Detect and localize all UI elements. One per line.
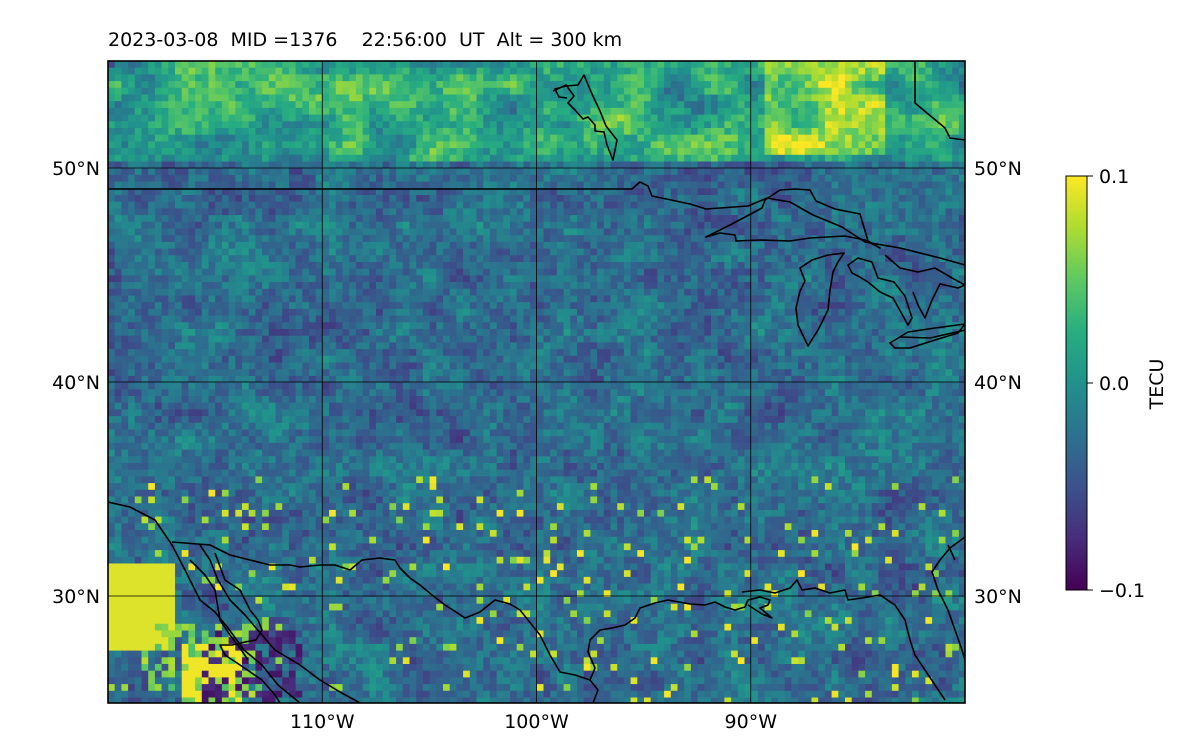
graticule bbox=[108, 61, 965, 703]
axis-labels: 50°N 50°N 40°N 40°N 30°N 30°N 110°W 100°W 90°W bbox=[52, 158, 1022, 733]
lat-tick-label-right: 40°N bbox=[974, 372, 1022, 394]
florida-coast bbox=[931, 536, 965, 661]
louisiana-coast bbox=[741, 579, 946, 701]
colorbar: 0.1 0.0 −0.1 bbox=[1065, 166, 1145, 602]
baja-pacific-coast bbox=[108, 501, 301, 703]
lon-tick-label: 110°W bbox=[290, 711, 355, 733]
lon-tick-label: 90°W bbox=[725, 711, 778, 733]
baja-inner bbox=[199, 544, 361, 703]
lat-tick-label-left: 40°N bbox=[52, 372, 100, 394]
coastlines-borders bbox=[108, 61, 965, 703]
map-frame bbox=[107, 60, 966, 704]
texas-gulf-coast bbox=[587, 596, 773, 681]
colorbar-tick-label: 0.1 bbox=[1099, 166, 1129, 188]
colorbar-tick-label: −0.1 bbox=[1099, 580, 1145, 602]
labrador-coast bbox=[914, 61, 965, 141]
colorbar-gradient bbox=[1065, 175, 1088, 591]
plot-title: 2023-03-08 MID =1376 22:56:00 UT Alt = 3… bbox=[108, 29, 623, 51]
lake-huron-east bbox=[884, 254, 965, 319]
us-canada-border bbox=[108, 181, 965, 266]
lat-tick-label-left: 50°N bbox=[52, 158, 100, 180]
lake-ontario-south bbox=[899, 329, 965, 339]
hudson-bay-coast bbox=[552, 74, 618, 161]
lake-superior bbox=[705, 188, 881, 249]
tec-heatmap bbox=[108, 61, 965, 703]
lake-huron bbox=[847, 257, 913, 326]
mexico-west-lines bbox=[189, 559, 249, 661]
colorbar-label: TECU bbox=[1146, 358, 1168, 410]
baja-gulf-coast bbox=[214, 552, 281, 703]
lat-tick-label-right: 50°N bbox=[974, 158, 1022, 180]
lake-michigan bbox=[795, 252, 845, 347]
lat-tick-label-right: 30°N bbox=[974, 586, 1022, 608]
gulf-of-california-east bbox=[171, 541, 591, 681]
lat-tick-label-left: 30°N bbox=[52, 586, 100, 608]
florida-east-inner bbox=[947, 544, 956, 561]
texas-mexico-border bbox=[589, 679, 599, 703]
lon-tick-label: 100°W bbox=[504, 711, 569, 733]
colorbar-tick-label: 0.0 bbox=[1099, 373, 1129, 395]
lake-erie-ontario bbox=[889, 323, 965, 349]
